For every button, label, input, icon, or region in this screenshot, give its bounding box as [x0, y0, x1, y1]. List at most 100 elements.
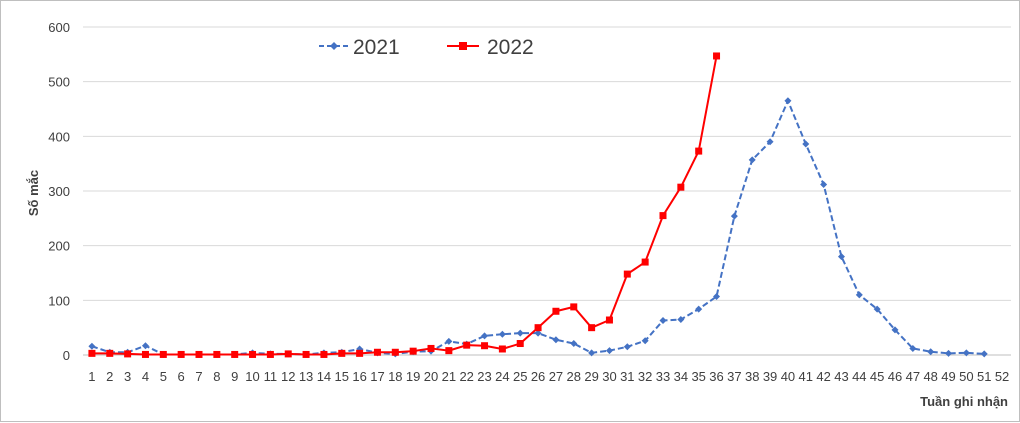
- x-tick-label-24: 24: [495, 369, 509, 384]
- x-tick-label-36: 36: [709, 369, 723, 384]
- point-2021-week-4: [141, 342, 149, 350]
- x-tick-label-38: 38: [745, 369, 759, 384]
- x-tick-label-17: 17: [370, 369, 384, 384]
- x-tick-label-11: 11: [264, 369, 278, 384]
- point-2021-week-24: [498, 330, 506, 338]
- point-2021-week-49: [945, 349, 953, 357]
- point-2022-week-16: [356, 349, 364, 357]
- x-tick-label-15: 15: [335, 369, 349, 384]
- x-tick-label-28: 28: [567, 369, 581, 384]
- series-line-2022: [91, 55, 718, 356]
- x-tick-label-39: 39: [763, 369, 777, 384]
- point-2021-week-28: [570, 340, 578, 348]
- series-line-2021: [91, 99, 985, 356]
- x-tick-label-35: 35: [691, 369, 705, 384]
- point-2022-week-33: [659, 212, 667, 220]
- x-tick-label-1: 1: [88, 369, 95, 384]
- legend-label-2021: 2021: [353, 36, 400, 59]
- point-2022-week-5: [159, 350, 167, 358]
- point-2022-week-20: [427, 344, 435, 352]
- point-2022-week-23: [481, 342, 489, 350]
- x-tick-label-50: 50: [959, 369, 973, 384]
- point-2022-week-36: [713, 52, 721, 60]
- x-tick-label-40: 40: [781, 369, 795, 384]
- point-2022-week-17: [373, 348, 381, 356]
- x-tick-label-19: 19: [406, 369, 420, 384]
- point-2022-week-18: [391, 348, 399, 356]
- x-axis-ticks: 1 2 3 4 5 6 7 8 9 10 11 12 13 14 15 16 17 18 19 20 21 22 23 24 2…: [88, 369, 1009, 384]
- x-tick-label-45: 45: [870, 369, 884, 384]
- point-2021-week-38: [748, 156, 756, 164]
- point-2022-week-1: [88, 349, 96, 357]
- x-tick-label-7: 7: [195, 369, 202, 384]
- legend-marker-2021: [330, 42, 338, 50]
- point-2021-week-31: [623, 343, 631, 351]
- point-2022-week-22: [463, 341, 471, 349]
- x-tick-label-25: 25: [513, 369, 527, 384]
- x-tick-label-29: 29: [584, 369, 598, 384]
- point-2022-week-12: [284, 350, 292, 358]
- point-2021-week-46: [891, 326, 899, 334]
- point-2022-week-34: [677, 183, 685, 191]
- x-tick-label-37: 37: [727, 369, 741, 384]
- point-2022-week-7: [195, 350, 203, 358]
- point-2021-week-42: [820, 180, 828, 188]
- point-2022-week-4: [141, 350, 149, 358]
- y-tick-label-600: 600: [48, 20, 70, 35]
- x-tick-label-52: 52: [995, 369, 1009, 384]
- point-2022-week-24: [498, 345, 506, 353]
- x-tick-label-46: 46: [888, 369, 902, 384]
- x-tick-label-13: 13: [299, 369, 313, 384]
- point-2021-week-33: [659, 317, 667, 325]
- x-tick-label-5: 5: [160, 369, 167, 384]
- x-tick-label-31: 31: [620, 369, 634, 384]
- point-2022-week-3: [124, 350, 132, 358]
- y-tick-label-100: 100: [48, 293, 70, 308]
- x-tick-label-48: 48: [923, 369, 937, 384]
- legend-item-2021: 2021: [319, 36, 400, 59]
- x-tick-label-12: 12: [281, 369, 295, 384]
- point-2021-week-23: [481, 332, 489, 340]
- x-tick-label-16: 16: [352, 369, 366, 384]
- legend-marker-2022: [459, 42, 467, 50]
- point-2022-week-14: [320, 350, 328, 358]
- point-2021-week-36: [713, 293, 721, 301]
- point-2021-week-35: [695, 305, 703, 313]
- point-2021-week-37: [730, 212, 738, 220]
- x-tick-label-22: 22: [459, 369, 473, 384]
- legend-label-2022: 2022: [487, 36, 534, 59]
- point-2021-week-1: [88, 342, 96, 350]
- x-tick-label-33: 33: [656, 369, 670, 384]
- point-2021-week-51: [980, 350, 988, 358]
- point-2022-week-28: [570, 303, 578, 311]
- x-tick-label-23: 23: [477, 369, 491, 384]
- point-2021-week-50: [962, 349, 970, 357]
- point-2021-week-43: [837, 253, 845, 261]
- point-2022-week-15: [338, 349, 346, 357]
- point-2022-week-8: [213, 350, 221, 358]
- y-tick-label-200: 200: [48, 239, 70, 254]
- point-2022-week-9: [231, 350, 239, 358]
- x-tick-label-32: 32: [638, 369, 652, 384]
- x-tick-label-34: 34: [674, 369, 688, 384]
- point-2022-week-30: [605, 316, 613, 324]
- point-2021-week-45: [873, 305, 881, 313]
- point-2021-week-47: [909, 344, 917, 352]
- legend-item-2022: 2022: [447, 36, 534, 59]
- legend: 2021 2022: [319, 36, 534, 59]
- point-2021-week-30: [605, 347, 613, 355]
- point-2022-week-27: [552, 307, 560, 315]
- x-tick-label-41: 41: [799, 369, 813, 384]
- x-tick-label-9: 9: [231, 369, 238, 384]
- x-tick-label-3: 3: [124, 369, 131, 384]
- point-2022-week-6: [177, 350, 185, 358]
- point-2022-week-35: [695, 147, 703, 155]
- x-tick-label-20: 20: [424, 369, 438, 384]
- x-tick-label-43: 43: [834, 369, 848, 384]
- point-2021-week-25: [516, 329, 524, 337]
- gridlines: [83, 26, 1011, 356]
- point-2022-week-21: [445, 347, 453, 355]
- x-tick-label-42: 42: [816, 369, 830, 384]
